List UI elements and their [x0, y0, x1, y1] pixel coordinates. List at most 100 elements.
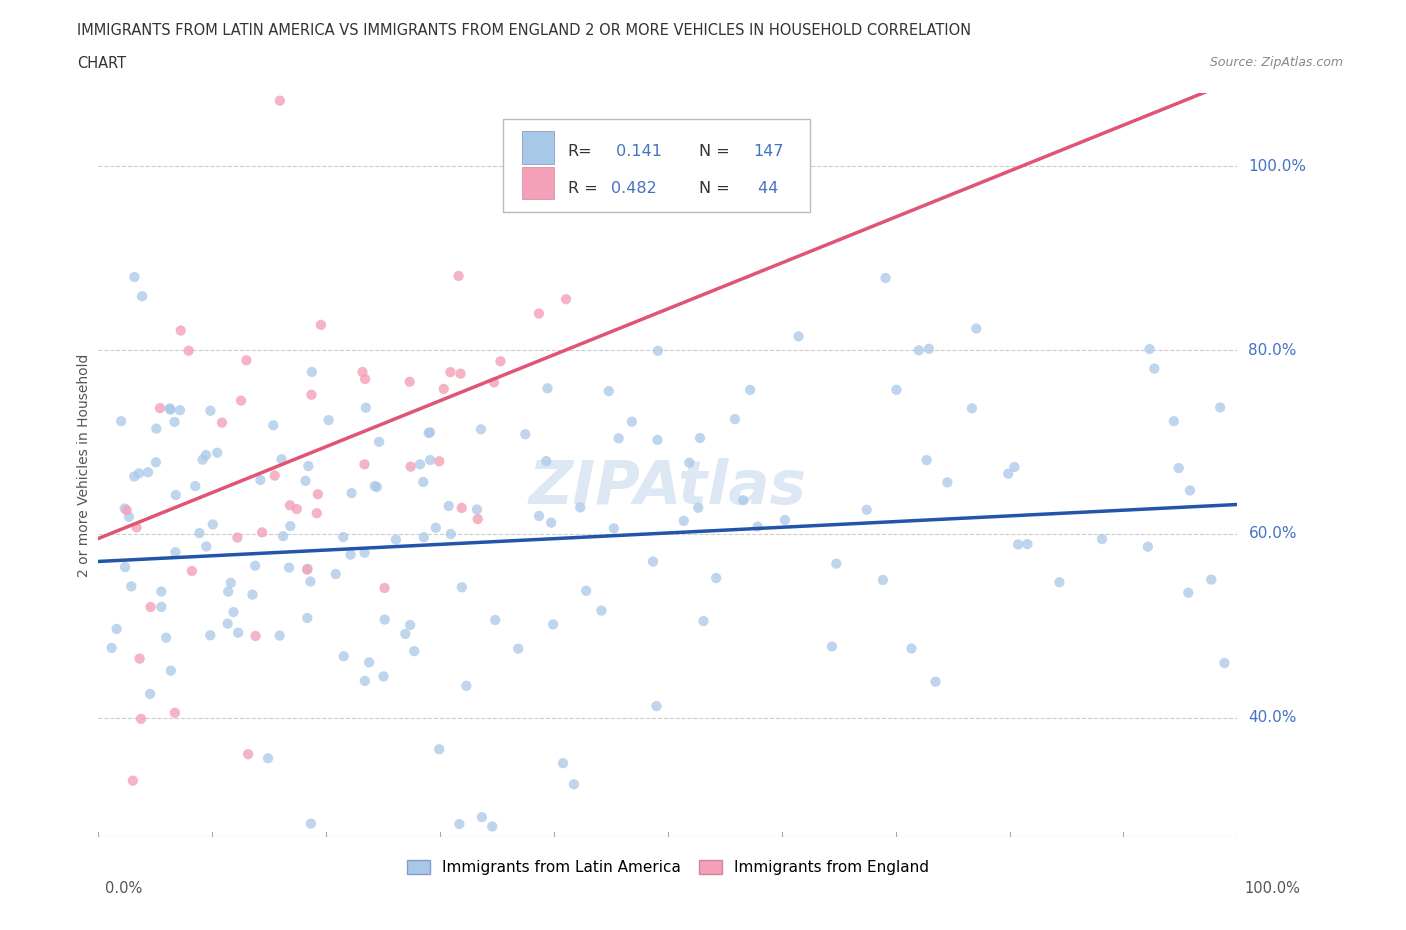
Point — [1178, 483, 1201, 498]
Point — [747, 519, 769, 534]
Text: CHART: CHART — [77, 56, 127, 71]
Point — [418, 426, 440, 441]
Point — [100, 641, 122, 656]
Point — [325, 566, 347, 581]
Point — [354, 673, 377, 688]
Point — [907, 343, 929, 358]
Point — [425, 520, 447, 535]
Legend: Immigrants from Latin America, Immigrants from England: Immigrants from Latin America, Immigrant… — [401, 854, 935, 882]
Point — [159, 403, 181, 418]
Point — [271, 529, 294, 544]
Point — [262, 418, 284, 432]
Text: Source: ZipAtlas.com: Source: ZipAtlas.com — [1209, 56, 1343, 69]
FancyBboxPatch shape — [522, 131, 554, 164]
Point — [195, 539, 218, 554]
Point — [160, 663, 183, 678]
Point — [165, 545, 187, 560]
Point — [598, 384, 620, 399]
Point — [398, 375, 420, 390]
Point — [427, 454, 450, 469]
Point — [249, 472, 271, 487]
Point — [1143, 361, 1166, 376]
Point — [211, 415, 233, 430]
Text: 44: 44 — [754, 181, 779, 196]
Point — [295, 563, 318, 578]
Point — [855, 502, 877, 517]
Point — [724, 412, 747, 427]
Point — [787, 329, 810, 344]
Point — [307, 486, 329, 501]
Point — [508, 642, 530, 657]
Point — [191, 452, 214, 467]
Point — [305, 506, 328, 521]
Point — [105, 621, 128, 636]
Text: R =: R = — [568, 181, 598, 196]
Point — [645, 698, 668, 713]
Point — [217, 584, 239, 599]
Point — [419, 453, 441, 468]
Point — [450, 366, 472, 381]
Point — [353, 457, 375, 472]
Point — [354, 400, 377, 415]
FancyBboxPatch shape — [522, 166, 554, 199]
Point — [297, 458, 319, 473]
Point — [575, 583, 598, 598]
Point — [591, 604, 613, 618]
Point — [201, 517, 224, 532]
Point — [1139, 341, 1161, 356]
Point — [672, 513, 695, 528]
Point — [121, 773, 143, 788]
Point — [278, 498, 301, 512]
Point — [875, 271, 897, 286]
Point — [120, 579, 142, 594]
Point — [163, 705, 186, 720]
Point — [489, 354, 512, 369]
Point — [301, 365, 323, 379]
Point — [366, 480, 388, 495]
Point — [399, 459, 422, 474]
Point — [399, 618, 422, 632]
Y-axis label: 2 or more Vehicles in Household: 2 or more Vehicles in Household — [77, 353, 91, 577]
Text: 0.482: 0.482 — [610, 181, 657, 196]
Point — [150, 584, 173, 599]
Point — [541, 617, 564, 631]
Point — [364, 479, 387, 494]
Point — [678, 456, 700, 471]
Text: 147: 147 — [754, 144, 783, 159]
Point — [318, 413, 340, 428]
Text: 0.0%: 0.0% — [105, 881, 142, 896]
Point — [269, 628, 291, 643]
Point — [997, 466, 1019, 481]
Point — [131, 289, 153, 304]
Point — [447, 269, 470, 284]
Point — [569, 500, 592, 515]
Point — [450, 500, 472, 515]
Point — [692, 614, 714, 629]
Point — [704, 571, 727, 586]
Point — [222, 604, 245, 619]
Point — [1007, 537, 1029, 551]
Text: 80.0%: 80.0% — [1249, 342, 1296, 358]
Point — [412, 474, 434, 489]
Point — [169, 403, 191, 418]
Point — [332, 529, 354, 544]
Point — [163, 415, 186, 430]
Point — [285, 501, 308, 516]
Text: ZIPAtlas: ZIPAtlas — [529, 458, 807, 517]
Point — [297, 610, 319, 625]
Text: 100.0%: 100.0% — [1244, 881, 1301, 896]
Point — [437, 498, 460, 513]
Point — [226, 625, 249, 640]
Point — [555, 292, 578, 307]
Point — [270, 452, 292, 467]
Point — [936, 475, 959, 490]
Point — [481, 819, 503, 834]
Point — [118, 510, 141, 525]
Point — [394, 627, 416, 642]
Text: IMMIGRANTS FROM LATIN AMERICA VS IMMIGRANTS FROM ENGLAND 2 OR MORE VEHICLES IN H: IMMIGRANTS FROM LATIN AMERICA VS IMMIGRA… — [77, 23, 972, 38]
Point — [122, 469, 145, 484]
Point — [278, 560, 301, 575]
Point — [150, 600, 173, 615]
Point — [235, 352, 257, 367]
Point — [242, 587, 264, 602]
